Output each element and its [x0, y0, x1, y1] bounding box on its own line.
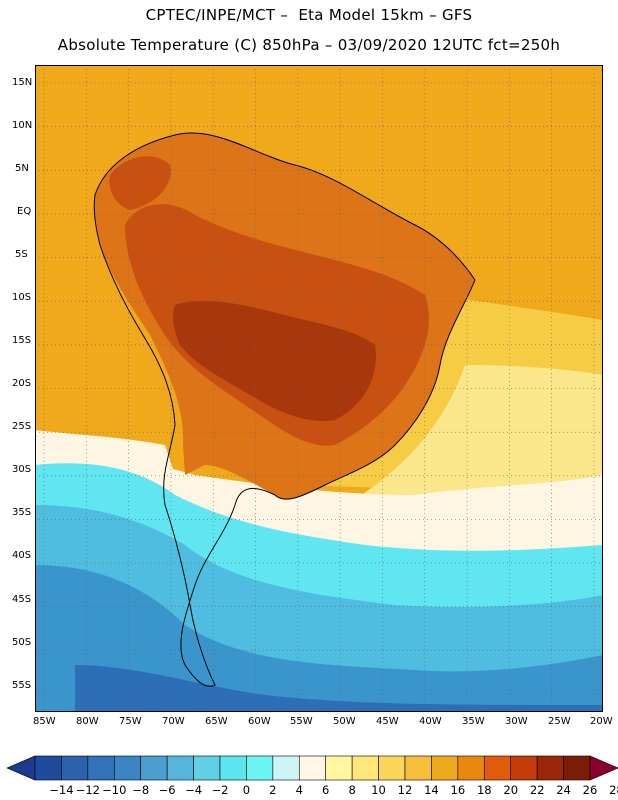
colorbar-label: 2: [269, 783, 277, 797]
colorbar-label: 24: [556, 783, 571, 797]
temperature-map: [35, 65, 603, 712]
lat-label: 50S: [12, 637, 32, 648]
lon-label: 55W: [290, 716, 313, 727]
lat-label: 5N: [15, 163, 29, 174]
colorbar-label: −10: [102, 783, 127, 797]
light-yellow-band: [315, 365, 603, 520]
colorbar-label: −4: [185, 783, 203, 797]
title-line-2: Absolute Temperature (C) 850hPa – 03/09/…: [57, 36, 561, 54]
lat-label: 40S: [12, 550, 32, 561]
colorbar-label: −6: [158, 783, 176, 797]
colorbar-label: 28: [609, 783, 618, 797]
colorbar-label: 8: [348, 783, 356, 797]
colorbar-label: 20: [503, 783, 519, 797]
colorbar-label: 14: [424, 783, 439, 797]
colorbar-cell: [510, 755, 538, 781]
colorbar-label: −12: [75, 783, 100, 797]
colorbar-cell: [61, 755, 89, 781]
lon-label: 20W: [590, 716, 613, 727]
colorbar-label: −8: [132, 783, 150, 797]
lon-label: 30W: [505, 716, 528, 727]
lat-label: 10N: [12, 120, 33, 131]
colorbar-max-arrow: [589, 755, 618, 781]
colorbar-cell: [113, 755, 142, 781]
colorbar-min-arrow: [6, 755, 36, 781]
lat-label: EQ: [17, 206, 32, 217]
colorbar-cell: [404, 755, 432, 781]
colorbar-cell: [246, 755, 274, 781]
colorbar-cell: [140, 755, 168, 781]
colorbar-label: 6: [322, 783, 330, 797]
colorbar-label: 4: [295, 783, 303, 797]
colorbar-label: 16: [450, 783, 466, 797]
colorbar-cell: [378, 755, 406, 781]
lon-label: 50W: [333, 716, 356, 727]
dark-blue-band: [75, 665, 603, 712]
colorbar-cell: [325, 755, 353, 781]
colorbar-label: 26: [582, 783, 598, 797]
lat-label: 20S: [12, 378, 32, 389]
colorbar-label: 18: [476, 783, 492, 797]
lat-label: 15S: [12, 335, 32, 346]
land-very-hot-area: [172, 300, 376, 421]
lat-label: 5S: [15, 249, 28, 260]
colorbar-cell: [563, 755, 591, 781]
colorbar-label: 0: [242, 783, 251, 797]
colorbar-cell: [431, 755, 459, 781]
lat-lon-grid: [35, 65, 603, 712]
land-hot-north: [109, 156, 171, 210]
lon-label: 65W: [205, 716, 228, 727]
title-line-1: CPTEC/INPE/MCT – Eta Model 15km – GFS: [145, 6, 473, 24]
colorbar: [6, 755, 618, 781]
lon-label: 60W: [248, 716, 271, 727]
colorbar-cell: [483, 755, 512, 781]
colorbar-cell: [351, 755, 379, 781]
colorbar-cell: [272, 755, 300, 781]
colorbar-cell: [193, 755, 221, 781]
lon-label: 75W: [119, 716, 142, 727]
colorbar-label: 12: [397, 783, 413, 797]
lon-label: 25W: [548, 716, 571, 727]
lat-label: 35S: [12, 507, 32, 518]
map-frame: [35, 65, 603, 712]
lon-label: 45W: [376, 716, 399, 727]
blue-band: [35, 565, 603, 712]
lon-label: 70W: [162, 716, 185, 727]
colorbar-cell: [219, 755, 247, 781]
lon-label: 35W: [462, 716, 485, 727]
lat-label: 45S: [12, 594, 32, 605]
colorbar-label: 10: [371, 783, 386, 797]
colorbar-cell: [536, 755, 564, 781]
lon-label: 40W: [419, 716, 442, 727]
colorbar-cell: [166, 755, 194, 781]
colorbar-cell: [87, 755, 115, 781]
coastline: [93, 132, 476, 687]
colorbar-cell: [34, 755, 62, 781]
colorbar-label: −2: [211, 783, 229, 797]
lat-label: 10S: [12, 292, 32, 303]
lat-label: 15N: [12, 77, 33, 88]
lon-label: 85W: [33, 716, 56, 727]
colorbar-cell: [298, 755, 327, 781]
colorbar-label: −14: [49, 783, 74, 797]
lat-label: 55S: [12, 680, 32, 691]
lat-label: 25S: [12, 421, 32, 432]
lon-label: 80W: [76, 716, 99, 727]
lat-label: 30S: [12, 464, 32, 475]
colorbar-cell: [457, 755, 485, 781]
colorbar-label: 22: [529, 783, 545, 797]
